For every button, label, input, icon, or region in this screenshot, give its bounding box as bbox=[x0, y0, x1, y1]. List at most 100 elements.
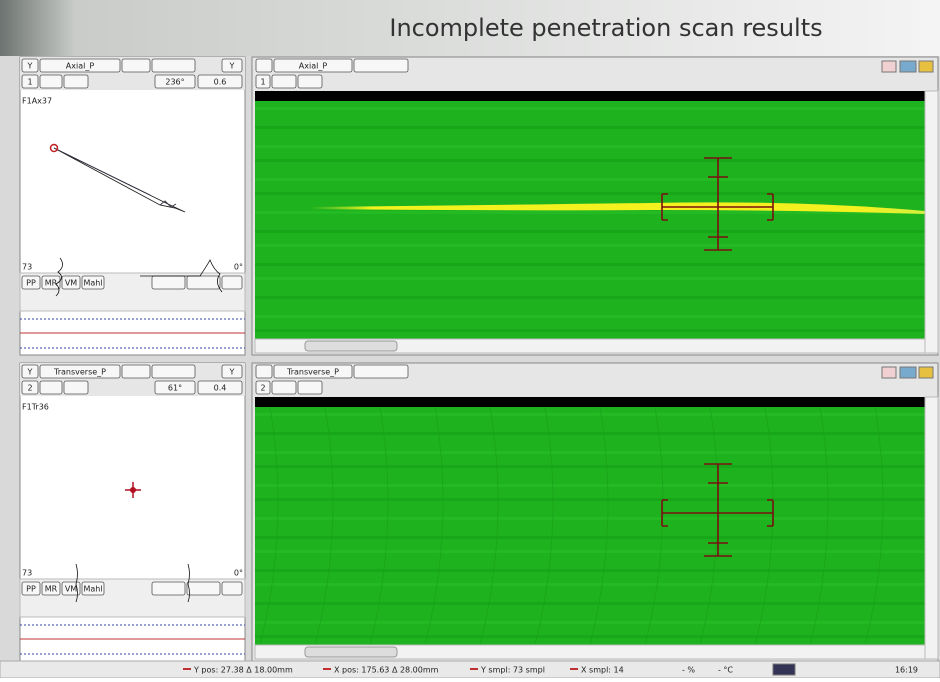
button[interactable] bbox=[222, 276, 242, 289]
scan-stripe bbox=[255, 550, 925, 553]
scan-stripe bbox=[255, 635, 925, 638]
scan-stripe bbox=[255, 465, 925, 468]
button[interactable] bbox=[152, 582, 185, 595]
scan-stripe bbox=[255, 583, 925, 586]
button[interactable] bbox=[152, 59, 195, 72]
scan-stripe bbox=[255, 159, 925, 162]
tool-icon[interactable] bbox=[919, 61, 933, 72]
button-label: Transverse_P bbox=[53, 368, 106, 377]
button-label: MR bbox=[45, 585, 58, 594]
probe-label: F1Tr36 bbox=[22, 403, 49, 412]
button[interactable] bbox=[152, 276, 185, 289]
scan-stripe bbox=[255, 451, 925, 454]
scroll-thumb[interactable] bbox=[305, 647, 397, 657]
scan-stripe bbox=[255, 315, 925, 318]
scan-stripe bbox=[255, 107, 925, 110]
button[interactable] bbox=[272, 381, 296, 394]
button-label: 0.6 bbox=[214, 78, 227, 87]
tool-icon[interactable] bbox=[882, 61, 896, 72]
button[interactable] bbox=[272, 75, 296, 88]
button-label: Transverse_P bbox=[286, 368, 339, 377]
title: Incomplete penetration scan results bbox=[389, 14, 822, 42]
button[interactable] bbox=[187, 582, 220, 595]
button-label: Y bbox=[27, 368, 33, 377]
scan-stripe bbox=[255, 432, 925, 435]
button[interactable] bbox=[354, 365, 408, 378]
screen: Incomplete penetration scan results Y Axi… bbox=[0, 0, 940, 678]
button-label: 0.4 bbox=[214, 384, 227, 393]
button[interactable] bbox=[256, 365, 272, 378]
button-label: VM bbox=[65, 279, 77, 288]
scan-stripe bbox=[255, 602, 925, 605]
button-label: PP bbox=[26, 279, 36, 288]
scan-header bbox=[255, 397, 925, 407]
scan-stripe bbox=[255, 230, 925, 233]
status-item: X pos: 175.63 Δ 28.00mm bbox=[334, 666, 439, 675]
scan-stripe bbox=[255, 484, 925, 487]
button-label: 1 bbox=[27, 78, 32, 87]
status-item: Y pos: 27.38 Δ 18.00mm bbox=[193, 666, 293, 675]
button-label: 61° bbox=[168, 384, 182, 393]
scan-stripe bbox=[255, 517, 925, 520]
button-label: 2 bbox=[27, 384, 32, 393]
button-label: Axial_P bbox=[66, 62, 95, 71]
button[interactable] bbox=[256, 59, 272, 72]
position-dot bbox=[130, 487, 136, 493]
button[interactable] bbox=[40, 381, 62, 394]
button-label: Axial_P bbox=[299, 62, 328, 71]
scan-stripe bbox=[255, 296, 925, 299]
button-label: MR bbox=[45, 279, 58, 288]
scan-stripe bbox=[255, 498, 925, 501]
button[interactable] bbox=[64, 75, 88, 88]
button-label: VM bbox=[65, 585, 77, 594]
button[interactable] bbox=[122, 59, 150, 72]
tool-icon[interactable] bbox=[882, 367, 896, 378]
button-label: Mahl bbox=[83, 279, 102, 288]
status-icon[interactable] bbox=[773, 664, 795, 675]
button-label: 1 bbox=[260, 78, 265, 87]
scan-stripe bbox=[255, 126, 925, 129]
button[interactable] bbox=[122, 365, 150, 378]
scale-left: 73 bbox=[22, 263, 32, 272]
status-item: - % bbox=[682, 666, 695, 675]
tool-icon[interactable] bbox=[919, 367, 933, 378]
scan-stripe bbox=[255, 145, 925, 148]
scan-stripe bbox=[255, 536, 925, 539]
scan-stripe bbox=[255, 192, 925, 195]
scan-stripe bbox=[255, 329, 925, 332]
scan-stripe bbox=[255, 178, 925, 181]
button-label: Y bbox=[229, 62, 235, 71]
scale-right: 0° bbox=[234, 569, 243, 578]
button[interactable] bbox=[298, 75, 322, 88]
v-scrollbar[interactable] bbox=[925, 91, 938, 353]
tool-icon[interactable] bbox=[900, 61, 916, 72]
button-label: Y bbox=[27, 62, 33, 71]
button[interactable] bbox=[222, 582, 242, 595]
scan-stripe bbox=[255, 244, 925, 247]
button[interactable] bbox=[187, 276, 220, 289]
status-item: Y smpl: 73 smpl bbox=[480, 666, 545, 675]
scan-header bbox=[255, 91, 925, 101]
button[interactable] bbox=[152, 365, 195, 378]
scan-stripe bbox=[255, 263, 925, 266]
button-label: 236° bbox=[165, 78, 184, 87]
button-label: Y bbox=[229, 368, 235, 377]
scale-right: 0° bbox=[234, 263, 243, 272]
scroll-thumb[interactable] bbox=[305, 341, 397, 351]
button-label: Mahl bbox=[83, 585, 102, 594]
button[interactable] bbox=[298, 381, 322, 394]
tool-icon[interactable] bbox=[900, 367, 916, 378]
status-item: - °C bbox=[718, 666, 733, 675]
status-time: 16:19 bbox=[895, 666, 918, 675]
button[interactable] bbox=[64, 381, 88, 394]
button-label: 2 bbox=[260, 384, 265, 393]
button[interactable] bbox=[354, 59, 408, 72]
v-scrollbar[interactable] bbox=[925, 397, 938, 659]
button[interactable] bbox=[40, 75, 62, 88]
scan-stripe bbox=[255, 277, 925, 280]
button-label: PP bbox=[26, 585, 36, 594]
status-item: X smpl: 14 bbox=[581, 666, 624, 675]
scan-stripe bbox=[255, 413, 925, 416]
probe-label: F1Ax37 bbox=[22, 97, 52, 106]
scan-stripe bbox=[255, 621, 925, 624]
